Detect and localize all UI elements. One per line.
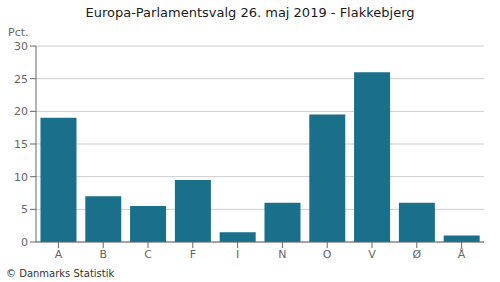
svg-text:15: 15 — [14, 138, 28, 151]
svg-text:0: 0 — [21, 236, 28, 249]
svg-text:I: I — [236, 248, 239, 261]
svg-text:V: V — [368, 248, 376, 261]
svg-text:5: 5 — [21, 203, 28, 216]
svg-text:B: B — [99, 248, 107, 261]
svg-text:A: A — [55, 248, 63, 261]
svg-text:O: O — [323, 248, 332, 261]
svg-text:25: 25 — [14, 73, 28, 86]
svg-text:N: N — [278, 248, 286, 261]
svg-text:F: F — [190, 248, 196, 261]
html-text:Pct.: Pct. — [8, 26, 29, 39]
svg-text:Ø: Ø — [412, 248, 421, 261]
svg-text:10: 10 — [14, 171, 28, 184]
html-text:Europa-Parlamentsvalg 26. maj: Europa-Parlamentsvalg 26. maj 2019 - Fla… — [85, 5, 415, 20]
svg-text:C: C — [144, 248, 152, 261]
html-text:© Danmarks Statistik: © Danmarks Statistik — [6, 268, 115, 279]
svg-text:30: 30 — [14, 40, 28, 53]
svg-text:Å: Å — [458, 248, 466, 261]
svg-text:20: 20 — [14, 105, 28, 118]
